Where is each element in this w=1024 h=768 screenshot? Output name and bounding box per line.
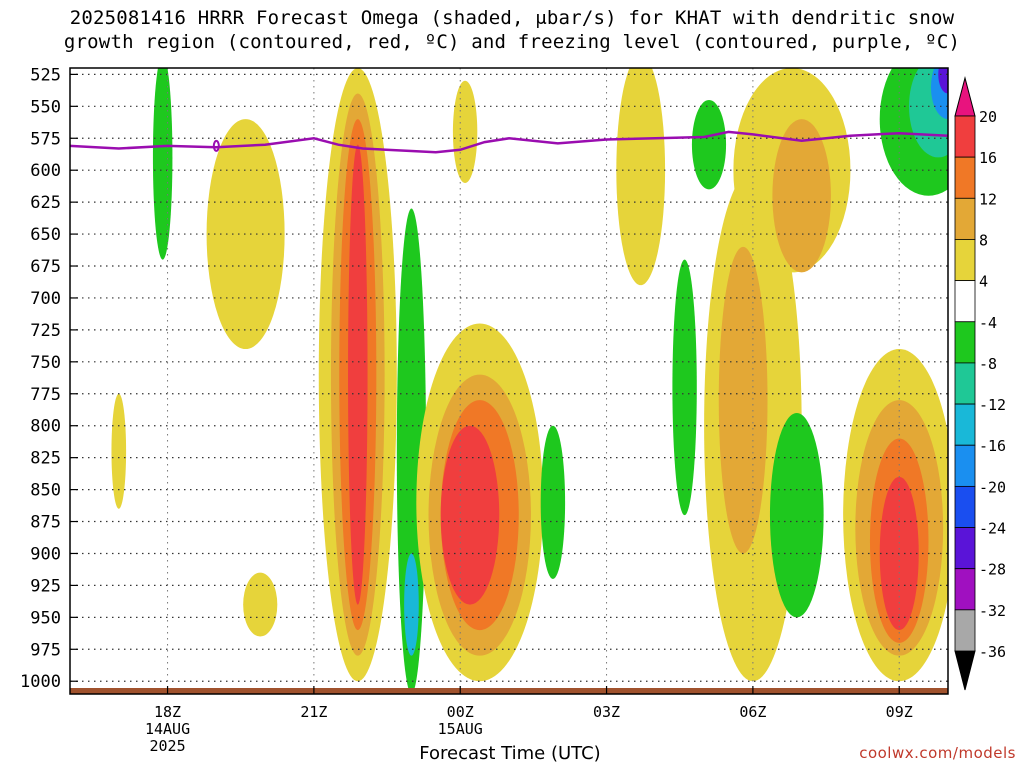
colorbar-segment-2 <box>954 197 976 240</box>
pressure-tick-label-525: 525 <box>30 65 61 85</box>
pressure-tick-label-675: 675 <box>30 257 61 277</box>
freezing-level-layer <box>70 130 948 154</box>
colorbar-label-5: -4 <box>979 314 997 332</box>
colorbar-segment-0 <box>954 115 976 158</box>
colorbar-label-12: -32 <box>979 602 1006 620</box>
colorbar-segment-12 <box>954 609 976 652</box>
time-tick-label-0-1: 14AUG <box>145 720 190 738</box>
freezing-level-line <box>70 130 948 154</box>
pressure-tick-label-850: 850 <box>30 481 61 501</box>
omega-blob-14 <box>440 425 500 605</box>
pressure-tick-label-925: 925 <box>30 576 61 596</box>
omega-blob-9 <box>404 553 419 656</box>
colorbar-label-13: -36 <box>979 643 1006 661</box>
omega-blob-15 <box>540 425 566 580</box>
omega-blob-16 <box>616 68 666 286</box>
pressure-tick-label-975: 975 <box>30 640 61 660</box>
omega-blob-19 <box>718 246 768 554</box>
colorbar-segment-3 <box>954 239 976 282</box>
colorbar-label-1: 16 <box>979 149 997 167</box>
colorbar-label-2: 12 <box>979 190 997 208</box>
omega-blob-17 <box>672 259 697 516</box>
pressure-tick-label-700: 700 <box>30 289 61 309</box>
colorbar-segment-9 <box>954 485 976 528</box>
colorbar-segment-10 <box>954 527 976 570</box>
pressure-tick-label-875: 875 <box>30 513 61 533</box>
time-tick-label-15-0: 09Z <box>886 703 913 721</box>
colorbar-label-3: 8 <box>979 231 988 249</box>
pressure-tick-label-900: 900 <box>30 544 61 564</box>
chart-title-line-1: 2025081416 HRRR Forecast Omega (shaded, … <box>69 7 955 29</box>
chart-title-line-2: growth region (contoured, red, ºC) and f… <box>63 31 961 53</box>
omega-blob-0 <box>152 68 173 260</box>
pressure-tick-label-775: 775 <box>30 385 61 405</box>
colorbar-top-arrow <box>954 76 976 117</box>
time-tick-label-3-0: 21Z <box>300 703 327 721</box>
pressure-tick-label-750: 750 <box>30 353 61 373</box>
colorbar-label-8: -16 <box>979 437 1006 455</box>
colorbar: 20 16 12 8 4 -4 -8 -12 -16 -20 -24 -28 -32 -36 <box>954 76 1006 691</box>
colorbar-label-7: -12 <box>979 396 1006 414</box>
grid-lines <box>70 68 948 694</box>
time-tick-label-6-1: 15AUG <box>438 720 483 738</box>
time-tick-label-0-0: 18Z <box>154 703 181 721</box>
pressure-tick-label-600: 600 <box>30 161 61 181</box>
colorbar-label-6: -8 <box>979 355 997 373</box>
time-tick-label-9-0: 03Z <box>593 703 620 721</box>
plot-frame <box>69 67 949 695</box>
pressure-tick-label-550: 550 <box>30 97 61 117</box>
colorbar-segment-11 <box>954 568 976 611</box>
time-tick-label-12-0: 06Z <box>739 703 766 721</box>
pressure-axis: 525 550 575 600 625 650 675 700 725 750 775 800 825 8… <box>20 65 78 692</box>
time-tick-label-0-2: 2025 <box>149 737 185 755</box>
omega-blob-23 <box>769 412 824 618</box>
pressure-tick-label-575: 575 <box>30 129 61 149</box>
colorbar-label-9: -20 <box>979 478 1006 496</box>
colorbar-segment-7 <box>954 403 976 446</box>
surface-terrain-bar <box>70 688 948 694</box>
colorbar-label-10: -24 <box>979 520 1006 538</box>
colorbar-segment-5 <box>954 321 976 364</box>
omega-shading-layer <box>111 68 948 694</box>
colorbar-segment-6 <box>954 362 976 405</box>
pressure-tick-label-725: 725 <box>30 321 61 341</box>
chart-title: 2025081416 HRRR Forecast Omega (shaded, … <box>0 6 1024 54</box>
omega-blob-22 <box>772 119 831 273</box>
omega-blob-1 <box>111 393 127 509</box>
colorbar-segment-1 <box>954 156 976 199</box>
omega-blob-2 <box>206 119 285 350</box>
colorbar-label-11: -28 <box>979 561 1006 579</box>
colorbar-label-4: 4 <box>979 273 988 291</box>
colorbar-segment-8 <box>954 444 976 487</box>
colorbar-segment-4 <box>954 280 976 323</box>
pressure-tick-label-650: 650 <box>30 225 61 245</box>
source-credit: coolwx.com/models <box>859 744 1016 762</box>
x-axis-label: Forecast Time (UTC) <box>419 743 601 764</box>
omega-blob-7 <box>348 144 368 605</box>
snow-growth-marker <box>212 139 220 152</box>
omega-blob-20 <box>691 99 727 190</box>
pressure-tick-label-1000: 1000 <box>20 672 61 692</box>
pressure-tick-label-625: 625 <box>30 193 61 213</box>
colorbar-bottom-arrow <box>954 650 976 691</box>
colorbar-label-0: 20 <box>979 108 997 126</box>
pressure-tick-label-950: 950 <box>30 608 61 628</box>
pressure-tick-label-800: 800 <box>30 417 61 437</box>
omega-blob-3 <box>243 572 278 637</box>
omega-blob-10 <box>452 80 478 183</box>
time-tick-label-6-0: 00Z <box>447 703 474 721</box>
pressure-tick-label-825: 825 <box>30 449 61 469</box>
